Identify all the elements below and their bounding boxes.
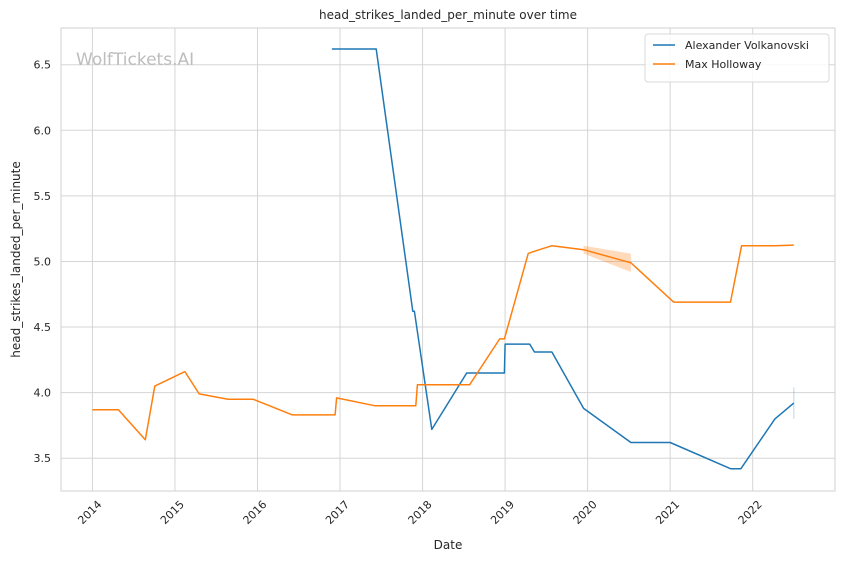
x-tick-label: 2017 (323, 498, 352, 527)
x-axis-title: Date (434, 538, 463, 552)
y-tick-label: 5.0 (34, 255, 52, 268)
x-axis-ticks: 2014 2015 2016 2017 2018 2019 2020 2021 2022 (75, 498, 764, 527)
chart-title: head_strikes_landed_per_minute over time (319, 8, 577, 22)
series-line-max-holloway (92, 244, 794, 441)
y-tick-label: 4.5 (34, 321, 52, 334)
grid (61, 28, 835, 491)
y-axis-ticks: 3.5 4.0 4.5 5.0 5.5 6.0 6.5 (34, 59, 52, 465)
series-lines (92, 48, 795, 470)
x-tick-label: 2021 (653, 498, 682, 527)
legend-label-max-holloway: Max Holloway (685, 58, 762, 71)
x-tick-label: 2022 (736, 498, 765, 527)
y-tick-label: 6.5 (34, 59, 52, 72)
x-tick-label: 2018 (406, 498, 435, 527)
y-tick-label: 3.5 (34, 452, 52, 465)
x-tick-label: 2019 (488, 498, 517, 527)
y-tick-label: 5.5 (34, 190, 52, 203)
y-axis-title: head_strikes_landed_per_minute (9, 161, 23, 358)
legend-box (644, 33, 830, 83)
x-tick-label: 2016 (241, 498, 270, 527)
x-tick-label: 2015 (158, 498, 187, 527)
confidence-band-max-holloway (583, 245, 631, 272)
y-tick-label: 4.0 (34, 387, 52, 400)
series-line-alexander-volkanovski (331, 48, 795, 470)
y-tick-label: 6.0 (34, 124, 52, 137)
x-tick-label: 2014 (75, 498, 104, 527)
x-tick-label: 2020 (571, 498, 600, 527)
plot-area (60, 27, 836, 492)
watermark: WolfTickets.AI (76, 50, 194, 70)
legend-label-alexander-volkanovski: Alexander Volkanovski (685, 39, 809, 52)
legend: Alexander Volkanovski Max Holloway (644, 33, 830, 83)
